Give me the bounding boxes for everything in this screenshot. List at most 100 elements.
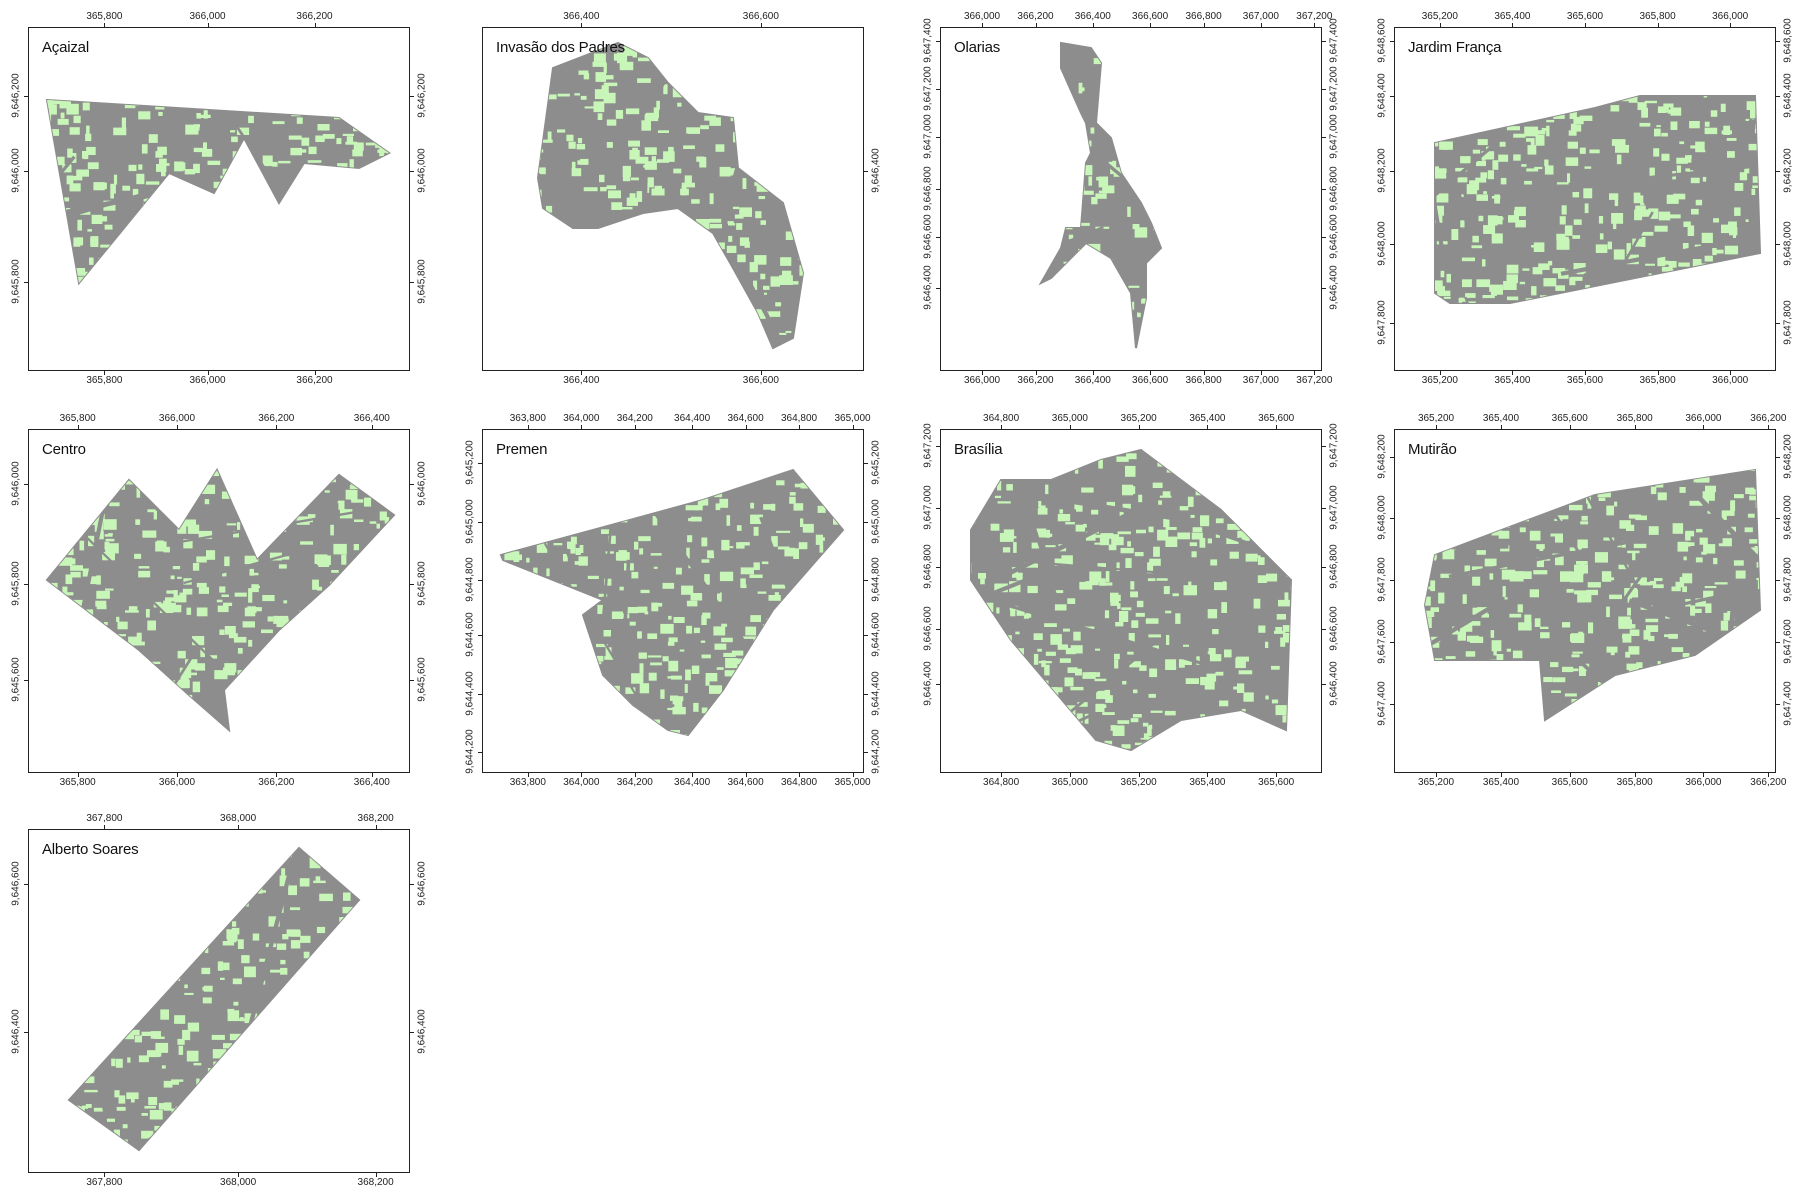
y-tick-label-left: 9,647,800	[1376, 300, 1388, 345]
y-tick-mark	[410, 884, 414, 886]
neighbourhood-map	[67, 846, 361, 1152]
x-tick-mark	[1069, 773, 1071, 777]
y-tick-mark	[936, 137, 940, 139]
x-tick-mark	[314, 23, 316, 27]
x-tick-label: 365,200	[1421, 375, 1458, 386]
y-tick-label-right: 9,647,400	[1782, 681, 1794, 726]
x-tick-label: 364,200	[616, 777, 653, 788]
x-tick-mark	[1569, 425, 1571, 429]
x-tick-label: 365,600	[1551, 413, 1588, 424]
x-tick-mark	[634, 425, 636, 429]
x-tick-mark	[1001, 773, 1003, 777]
x-tick-mark	[1634, 773, 1636, 777]
y-tick-mark	[24, 884, 28, 886]
x-tick-label: 366,000	[189, 375, 226, 386]
y-tick-mark	[410, 484, 414, 486]
y-tick-label-right: 9,648,000	[1782, 220, 1794, 266]
x-tick-mark	[581, 23, 583, 27]
x-tick-label: 365,400	[1189, 777, 1226, 788]
y-tick-mark	[1322, 683, 1326, 685]
x-tick-label: 366,000	[1685, 777, 1722, 788]
x-tick-mark	[1207, 425, 1209, 429]
x-tick-label: 366,400	[563, 11, 600, 22]
x-tick-mark	[760, 23, 762, 27]
x-tick-label: 366,200	[258, 413, 295, 424]
x-tick-label: 367,800	[86, 813, 123, 824]
x-tick-label: 366,000	[189, 11, 226, 22]
y-tick-label-left: 9,646,000	[10, 148, 22, 194]
y-tick-mark	[478, 693, 482, 695]
x-tick-mark	[982, 23, 984, 27]
x-tick-label: 366,200	[1017, 375, 1054, 386]
map-title: Olarias	[954, 39, 1001, 56]
y-tick-mark	[1322, 566, 1326, 568]
x-tick-mark	[1092, 371, 1094, 375]
x-tick-mark	[1276, 425, 1278, 429]
x-tick-label: 365,800	[86, 11, 123, 22]
x-tick-label: 366,400	[353, 413, 390, 424]
map-title: Alberto Soares	[42, 841, 139, 858]
x-tick-label: 365,200	[1120, 777, 1157, 788]
x-tick-mark	[1436, 425, 1438, 429]
map-title: Jardim França	[1408, 39, 1502, 56]
y-tick-mark	[1776, 40, 1780, 42]
y-tick-mark	[1322, 628, 1326, 630]
y-tick-label-right: 9,645,800	[416, 561, 428, 606]
x-tick-mark	[634, 773, 636, 777]
y-tick-label-left: 9,645,800	[10, 561, 22, 606]
x-tick-mark	[1203, 23, 1205, 27]
x-tick-mark	[1207, 773, 1209, 777]
x-tick-label: 368,200	[357, 813, 394, 824]
x-tick-label: 364,000	[563, 413, 600, 424]
y-tick-mark	[1322, 236, 1326, 238]
x-tick-mark	[1768, 425, 1770, 429]
y-tick-mark	[1322, 508, 1326, 510]
x-tick-label: 367,800	[86, 1177, 123, 1188]
y-tick-mark	[864, 580, 868, 582]
y-tick-label-right: 9,645,600	[416, 657, 428, 702]
x-tick-label: 366,800	[1185, 375, 1222, 386]
x-tick-label: 366,600	[742, 11, 779, 22]
y-tick-label-left: 9,644,800	[464, 557, 476, 603]
y-tick-mark	[478, 521, 482, 523]
x-tick-mark	[104, 371, 106, 375]
urban-area	[536, 41, 805, 350]
y-tick-label-left: 9,646,600	[10, 861, 22, 906]
y-tick-mark	[936, 628, 940, 630]
y-tick-mark	[1776, 704, 1780, 706]
y-tick-label-left: 9,646,800	[922, 543, 934, 589]
x-tick-label: 365,600	[1566, 375, 1604, 386]
x-tick-label: 365,400	[1482, 777, 1520, 788]
x-tick-mark	[77, 773, 79, 777]
y-tick-label-left: 9,646,800	[922, 165, 934, 211]
y-tick-label-left: 9,645,800	[10, 258, 22, 304]
x-tick-label: 364,800	[780, 777, 818, 788]
y-tick-label-right: 9,646,800	[1328, 543, 1340, 589]
x-tick-mark	[852, 773, 854, 777]
y-tick-label-right: 9,647,000	[1328, 485, 1340, 530]
y-tick-label-left: 9,646,000	[10, 461, 22, 506]
x-tick-mark	[799, 773, 801, 777]
urban-area	[67, 846, 361, 1152]
y-tick-mark	[478, 635, 482, 637]
neighbourhood-map	[1038, 41, 1163, 349]
x-tick-label: 367,200	[1296, 375, 1333, 386]
y-tick-label-left: 9,647,600	[1376, 619, 1388, 665]
y-tick-mark	[24, 583, 28, 585]
neighbourhood-map	[1423, 468, 1762, 722]
y-tick-label-right: 9,647,600	[1782, 619, 1794, 665]
y-tick-label-left: 9,644,600	[464, 612, 476, 658]
y-tick-mark	[1776, 518, 1780, 520]
x-tick-label: 364,800	[780, 413, 818, 424]
x-tick-label: 365,200	[1120, 413, 1157, 424]
x-tick-mark	[1657, 23, 1659, 27]
y-tick-mark	[1776, 642, 1780, 644]
y-tick-label-left: 9,648,400	[1376, 73, 1388, 118]
x-tick-mark	[207, 23, 209, 27]
x-tick-mark	[1436, 773, 1438, 777]
y-tick-mark	[410, 281, 414, 283]
y-tick-mark	[936, 40, 940, 42]
x-tick-label: 366,000	[1712, 11, 1749, 22]
x-tick-mark	[1069, 425, 1071, 429]
y-tick-mark	[24, 171, 28, 173]
